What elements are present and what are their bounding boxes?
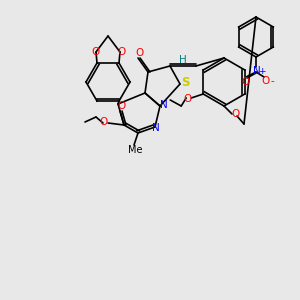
Text: N: N <box>253 66 261 76</box>
Text: H: H <box>179 55 187 65</box>
Text: O: O <box>232 109 240 119</box>
Text: -: - <box>270 76 274 86</box>
Text: O: O <box>117 101 125 111</box>
Text: O: O <box>135 48 143 58</box>
Text: S: S <box>181 76 189 89</box>
Text: O: O <box>100 117 108 127</box>
Text: N: N <box>152 123 160 133</box>
Text: O: O <box>241 77 249 87</box>
Text: +: + <box>258 67 266 76</box>
Text: O: O <box>117 47 125 57</box>
Text: O: O <box>183 94 191 104</box>
Text: Me: Me <box>128 145 142 155</box>
Text: O: O <box>91 47 99 57</box>
Text: N: N <box>160 100 168 110</box>
Text: O: O <box>262 76 270 86</box>
